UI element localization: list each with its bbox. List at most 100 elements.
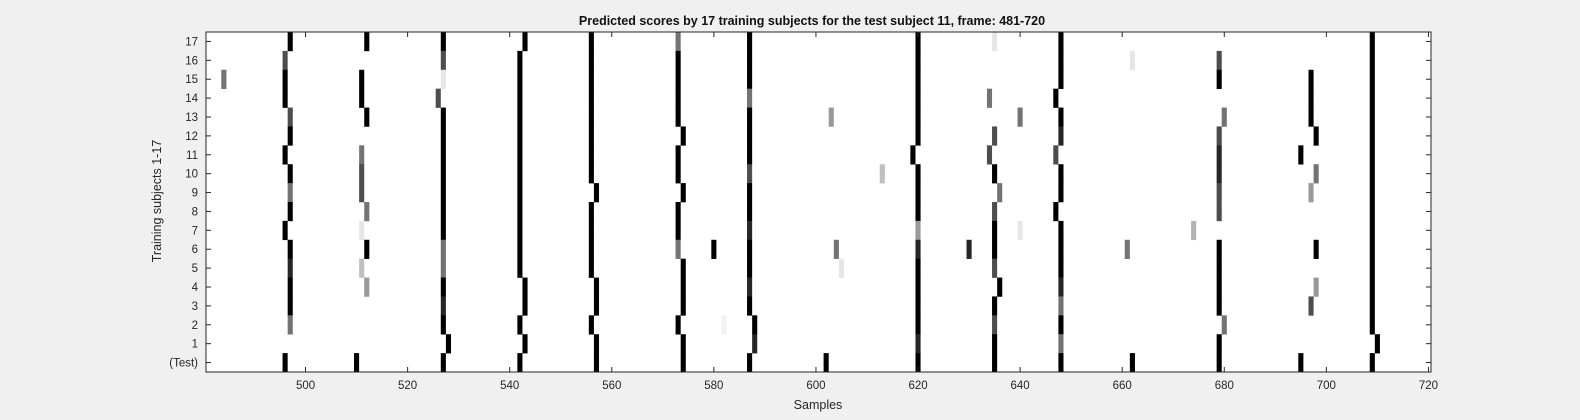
heatmap-cell bbox=[588, 32, 594, 52]
heatmap-cell bbox=[588, 107, 594, 127]
x-tick-label: 580 bbox=[704, 380, 723, 392]
heatmap-cell bbox=[675, 239, 681, 259]
heatmap-cell bbox=[675, 145, 681, 165]
heatmap-cell bbox=[747, 88, 753, 108]
heatmap-cell bbox=[992, 258, 998, 278]
heatmap-cell bbox=[517, 69, 523, 89]
heatmap-cell bbox=[440, 107, 446, 127]
heatmap-cell bbox=[747, 296, 753, 316]
heatmap-cell bbox=[992, 202, 998, 222]
heatmap-cell bbox=[910, 145, 916, 165]
heatmap-cell bbox=[440, 220, 446, 241]
heatmap-cell bbox=[1369, 258, 1375, 278]
y-tick-label: 10 bbox=[185, 169, 198, 181]
y-tick-label: 7 bbox=[192, 225, 198, 237]
heatmap-cell bbox=[1308, 107, 1314, 127]
heatmap-cell bbox=[675, 220, 681, 241]
heatmap-cell bbox=[517, 126, 523, 146]
heatmap-cell bbox=[1058, 315, 1064, 335]
heatmap-cell bbox=[752, 334, 758, 354]
heatmap-cell bbox=[721, 315, 727, 335]
y-tick-label: (Test) bbox=[169, 358, 198, 370]
heatmap-cell bbox=[1058, 107, 1064, 127]
heatmap-cell bbox=[1216, 296, 1222, 316]
heatmap-cell bbox=[359, 164, 365, 184]
heatmap-cell bbox=[1374, 334, 1380, 354]
heatmap-cell bbox=[1369, 164, 1375, 184]
heatmap-cell bbox=[364, 239, 370, 259]
heatmap-cell bbox=[1058, 296, 1064, 316]
heatmap-cell bbox=[680, 334, 686, 354]
heatmap-cell bbox=[915, 183, 921, 203]
heatmap-cell bbox=[287, 107, 293, 127]
heatmap-cell bbox=[364, 202, 370, 222]
heatmap-cell bbox=[1216, 258, 1222, 278]
heatmap-cell bbox=[747, 69, 753, 89]
heatmap-cell bbox=[1058, 164, 1064, 184]
heatmap-cell bbox=[282, 50, 288, 71]
heatmap-cell bbox=[838, 258, 845, 278]
y-tick-label: 12 bbox=[185, 131, 198, 143]
heatmap-cell bbox=[1313, 239, 1319, 259]
heatmap-cell bbox=[359, 258, 365, 278]
y-tick-label: 11 bbox=[186, 150, 198, 162]
heatmap-cell bbox=[287, 183, 293, 203]
heatmap-cell bbox=[1216, 202, 1222, 222]
y-tick-label: 9 bbox=[192, 188, 198, 200]
x-tick-label: 640 bbox=[1011, 380, 1030, 392]
y-tick-label: 1 bbox=[192, 339, 198, 351]
heatmap-cell bbox=[747, 202, 753, 222]
heatmap-cell bbox=[282, 145, 288, 165]
heatmap-cell bbox=[747, 183, 753, 203]
heatmap-cell bbox=[1369, 183, 1375, 203]
heatmap-cell bbox=[915, 126, 921, 146]
heatmap-cell bbox=[588, 126, 594, 146]
heatmap-cell bbox=[1313, 126, 1319, 146]
heatmap-cell bbox=[282, 69, 288, 89]
heatmap-cell bbox=[588, 258, 594, 278]
heatmap-cell bbox=[992, 296, 998, 316]
heatmap-cell bbox=[445, 334, 451, 354]
plot-area bbox=[206, 32, 1431, 372]
heatmap-cell bbox=[517, 202, 523, 222]
heatmap-cell bbox=[915, 202, 921, 222]
heatmap-cell bbox=[1017, 220, 1023, 241]
heatmap-cell bbox=[1216, 145, 1222, 165]
heatmap-cell bbox=[675, 32, 681, 52]
heatmap-cell bbox=[1369, 69, 1375, 89]
heatmap-cell bbox=[440, 32, 446, 52]
heatmap-cell bbox=[675, 107, 681, 127]
heatmap-cell bbox=[915, 334, 921, 354]
heatmap-cell bbox=[1058, 32, 1064, 52]
heatmap-cell bbox=[588, 220, 594, 241]
heatmap-cell bbox=[1221, 315, 1227, 335]
heatmap-cell bbox=[879, 164, 885, 184]
heatmap-cell bbox=[680, 353, 686, 373]
heatmap-cell bbox=[1369, 353, 1375, 373]
heatmap-cell bbox=[287, 32, 293, 52]
heatmap-cell bbox=[966, 239, 972, 259]
heatmap-cell bbox=[517, 183, 523, 203]
heatmap-cell bbox=[440, 164, 446, 184]
heatmap-cell bbox=[517, 220, 523, 241]
heatmap-cells bbox=[221, 32, 1380, 373]
heatmap-cell bbox=[1369, 277, 1375, 297]
heatmap-cell bbox=[992, 315, 998, 335]
heatmap-cell bbox=[680, 126, 686, 146]
heatmap-cell bbox=[588, 145, 594, 165]
heatmap-cell bbox=[747, 353, 753, 373]
heatmap-cell bbox=[1308, 88, 1314, 108]
heatmap-cell bbox=[517, 50, 523, 71]
heatmap-cell bbox=[282, 88, 288, 108]
heatmap-cell bbox=[364, 107, 370, 127]
heatmap-cell bbox=[440, 69, 446, 89]
heatmap-cell bbox=[1216, 50, 1222, 71]
heatmap-cell bbox=[1058, 353, 1064, 373]
heatmap-cell bbox=[915, 164, 921, 184]
heatmap-cell bbox=[440, 353, 446, 373]
heatmap-cell bbox=[1053, 145, 1059, 165]
heatmap-cell bbox=[440, 50, 446, 71]
heatmap-cell bbox=[1369, 220, 1375, 241]
heatmap-cell bbox=[752, 315, 758, 335]
heatmap-cell bbox=[915, 239, 921, 259]
